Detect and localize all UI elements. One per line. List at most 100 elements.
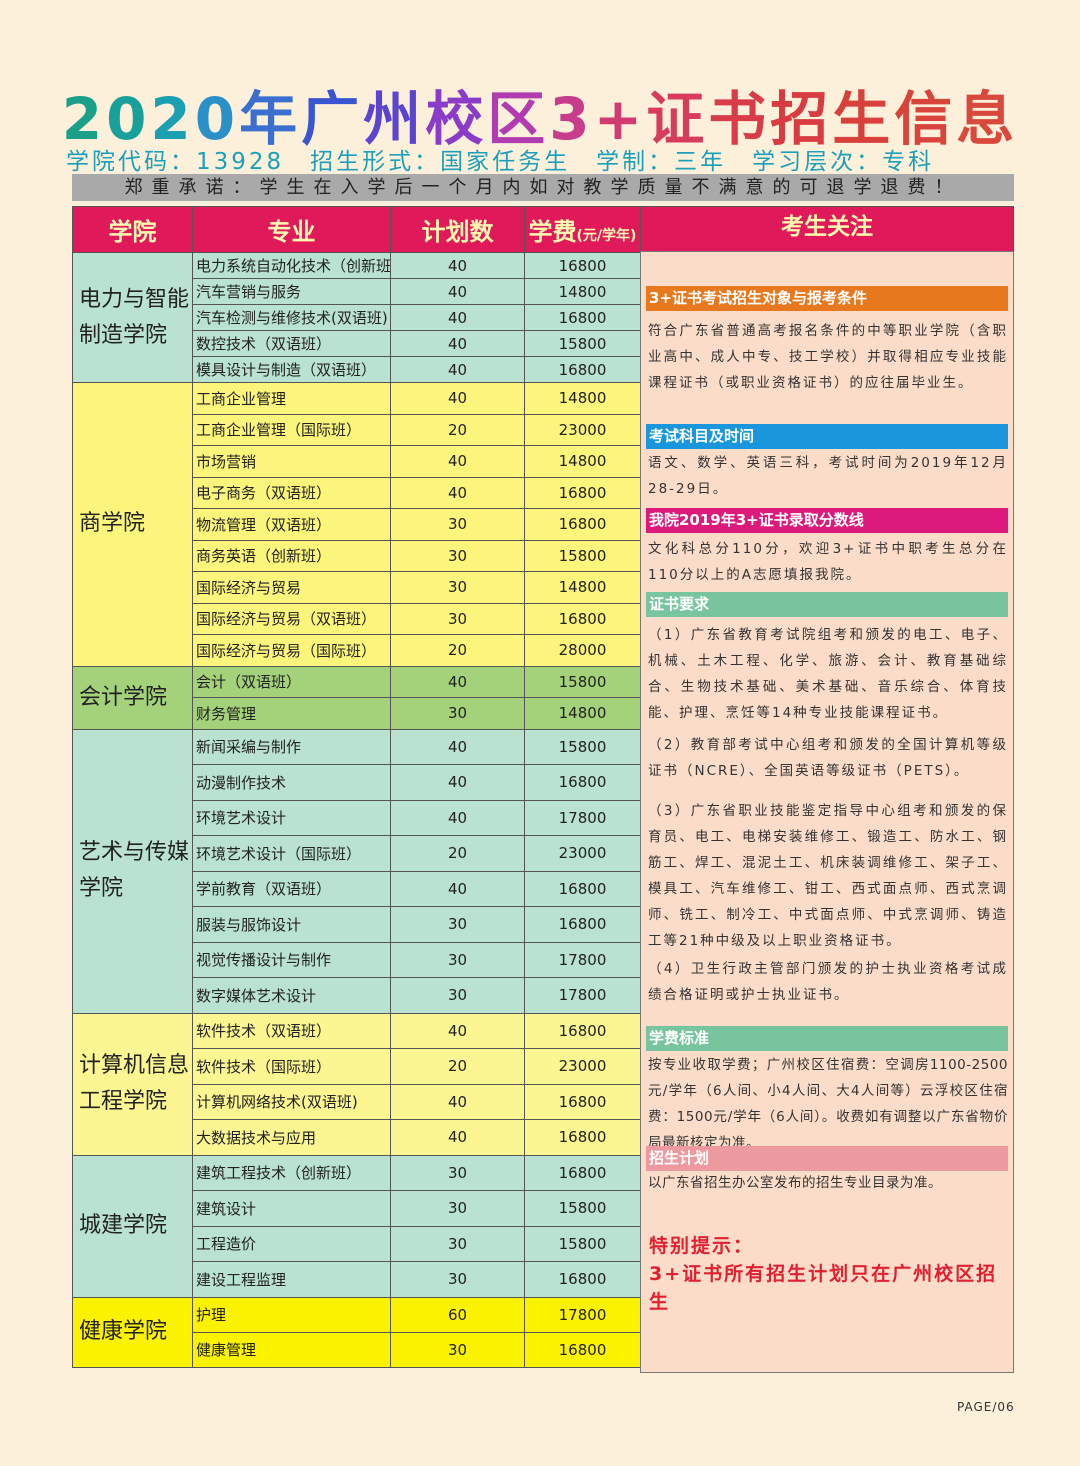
- fee-cell: 16800: [524, 476, 641, 509]
- major-cell: 建筑工程技术（创新班）: [192, 1154, 391, 1191]
- header-college: 学院: [72, 206, 193, 253]
- plan-cell: 30: [390, 1190, 525, 1227]
- plan-cell: 20: [390, 1048, 525, 1085]
- title-char: 3: [549, 85, 594, 153]
- enrollment-table: 学院 专业 计划数 学费(元/学年) 电力与智能制造学院 电力系统自动化技术（创新…: [72, 206, 641, 1368]
- table-row: 健康学院 护理 60 17800: [72, 1296, 641, 1368]
- major-cell: 汽车检测与维修技术(双语班): [192, 304, 391, 331]
- fee-cell: 14800: [524, 382, 641, 415]
- plan-cell: 30: [390, 571, 525, 604]
- fee-cell: 15800: [524, 539, 641, 572]
- plan-cell: 30: [390, 977, 525, 1014]
- title-char: 校: [425, 85, 488, 153]
- title-char: 年: [239, 85, 302, 153]
- fee-cell: 16800: [524, 764, 641, 801]
- title-char: 生: [832, 85, 895, 153]
- section-text: 按专业收取学费；广州校区住宿费：空调房1100-2500元/学年（6人间、小4人…: [648, 1057, 1008, 1151]
- college-cell: 健康学院: [72, 1296, 193, 1368]
- major-cell: 环境艺术设计: [192, 799, 391, 836]
- section-title: 3+证书考试招生对象与报考条件: [646, 286, 1008, 311]
- plan-cell: 40: [390, 356, 525, 383]
- fee-cell: 16800: [524, 356, 641, 383]
- fee-cell: 17800: [524, 977, 641, 1014]
- plan-cell: 30: [390, 1331, 525, 1368]
- fee-cell: 23000: [524, 413, 641, 446]
- major-cell: 建筑设计: [192, 1190, 391, 1227]
- title-char: 息: [956, 85, 1019, 153]
- major-cell: 动漫制作技术: [192, 764, 391, 801]
- major-cell: 视觉传播设计与制作: [192, 941, 391, 978]
- tip-text: 3+证书所有招生计划只在广州校区招生: [649, 1263, 998, 1313]
- header-major: 专业: [192, 206, 391, 253]
- plan-cell: 30: [390, 539, 525, 572]
- fee-cell: 16800: [524, 870, 641, 907]
- section-title: 我院2019年3+证书录取分数线: [646, 508, 1008, 533]
- fee-cell: 17800: [524, 941, 641, 978]
- major-cell: 商务英语（创新班）: [192, 539, 391, 572]
- fee-cell: 14800: [524, 445, 641, 478]
- plan-cell: 40: [390, 1012, 525, 1049]
- title-char: 2: [150, 85, 195, 153]
- section-text: 语文、数学、英语三科，考试时间为2019年12月28-29日。: [648, 455, 1008, 497]
- fee-cell: 17800: [524, 799, 641, 836]
- section-text: （4）卫生行政主管部门颁发的护士执业资格考试成绩合格证明或护士执业证书。: [648, 961, 1008, 1003]
- header-plan: 计划数: [390, 206, 525, 253]
- title-char: 0: [106, 85, 151, 153]
- major-cell: 软件技术（双语班）: [192, 1012, 391, 1049]
- major-cell: 财务管理: [192, 697, 391, 730]
- plan-cell: 40: [390, 799, 525, 836]
- title-char: 州: [363, 85, 426, 153]
- title-char: 区: [487, 85, 550, 153]
- fee-cell: 15800: [524, 665, 641, 698]
- page-title: 2020年广州校区3+证书招生信息: [0, 72, 1080, 156]
- panel-header: 考生关注: [640, 206, 1014, 252]
- fee-cell: 28000: [524, 634, 641, 667]
- title-char: 书: [708, 85, 771, 153]
- college-cell: 商学院: [72, 382, 193, 667]
- promise-banner: 郑重承诺：学生在入学后一个月内如对教学质量不满意的可退学退费！: [72, 174, 1014, 201]
- section-title: 招生计划: [646, 1146, 1008, 1171]
- section-title: 证书要求: [646, 592, 1008, 617]
- plan-cell: 40: [390, 278, 525, 305]
- title-char: +: [593, 85, 647, 153]
- fee-cell: 16800: [524, 304, 641, 331]
- major-cell: 环境艺术设计（国际班）: [192, 835, 391, 872]
- plan-cell: 40: [390, 665, 525, 698]
- major-cell: 大数据技术与应用: [192, 1119, 391, 1156]
- subtitle: 学院代码：13928 招生形式：国家任务生 学制：三年 学习层次：专科: [66, 149, 935, 175]
- plan-cell: 40: [390, 764, 525, 801]
- major-cell: 国际经济与贸易（双语班）: [192, 602, 391, 635]
- title-char: 0: [194, 85, 240, 153]
- major-cell: 物流管理（双语班）: [192, 508, 391, 541]
- college-cell: 计算机信息工程学院: [72, 1012, 193, 1156]
- major-cell: 工商企业管理: [192, 382, 391, 415]
- fee-cell: 14800: [524, 697, 641, 730]
- page-number: PAGE/06: [957, 1400, 1015, 1414]
- fee-cell: 15800: [524, 1225, 641, 1262]
- table-row: 动漫制作技术 40 16800: [72, 764, 641, 801]
- plan-cell: 30: [390, 697, 525, 730]
- plan-cell: 30: [390, 941, 525, 978]
- plan-cell: 40: [390, 304, 525, 331]
- major-cell: 数控技术（双语班）: [192, 330, 391, 357]
- fee-cell: 23000: [524, 1048, 641, 1085]
- fee-cell: 14800: [524, 571, 641, 604]
- special-tip: 特别提示： 3+证书所有招生计划只在广州校区招生: [649, 1232, 1013, 1316]
- major-cell: 电力系统自动化技术（创新班）: [192, 252, 391, 279]
- plan-cell: 30: [390, 1261, 525, 1298]
- fee-cell: 15800: [524, 1190, 641, 1227]
- table-row: 计算机信息工程学院 软件技术（双语班） 40 16800: [72, 1012, 641, 1156]
- plan-cell: 20: [390, 413, 525, 446]
- fee-cell: 14800: [524, 278, 641, 305]
- section-title: 学费标准: [646, 1026, 1008, 1051]
- plan-cell: 60: [390, 1296, 525, 1333]
- section-text: 文化科总分110分，欢迎3+证书中职考生总分在110分以上的A志愿填报我院。: [648, 541, 1008, 583]
- college-cell: 艺术与传媒学院: [72, 728, 193, 1014]
- title-char: 招: [770, 85, 833, 153]
- plan-cell: 30: [390, 602, 525, 635]
- plan-cell: 20: [390, 634, 525, 667]
- section-text: 以广东省招生办公室发布的招生专业目录为准。: [648, 1175, 942, 1191]
- fee-cell: 16800: [524, 1154, 641, 1191]
- fee-cell: 16800: [524, 1012, 641, 1049]
- major-cell: 模具设计与制造（双语班）: [192, 356, 391, 383]
